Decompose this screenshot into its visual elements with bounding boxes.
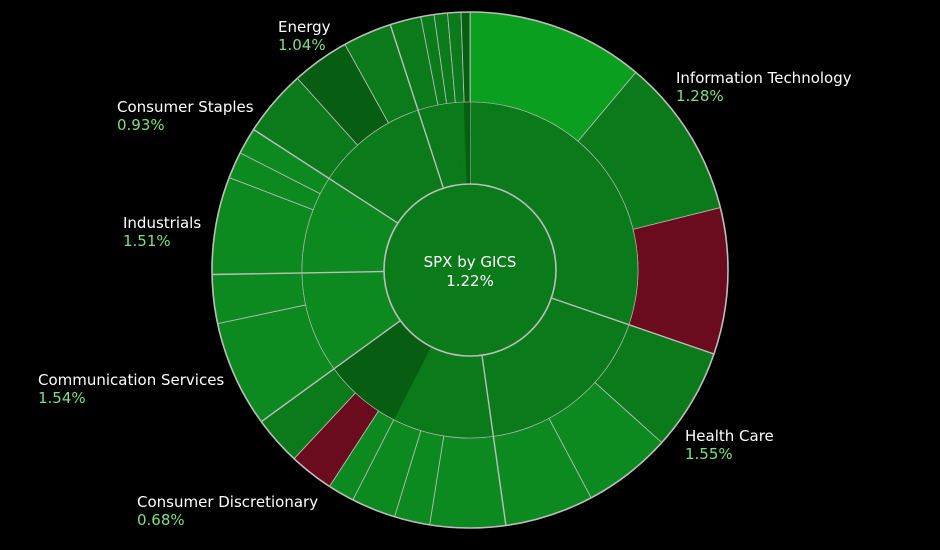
outer-ring-outline [211, 11, 729, 529]
sector-label-energy: Energy 1.04% [278, 18, 331, 54]
center-value: 1.22% [446, 272, 494, 290]
sector-name: Energy [278, 18, 331, 36]
middle-ring-outline [301, 101, 639, 439]
sector-divider-communication-services [260, 319, 401, 423]
sector-name: Consumer Discretionary [137, 493, 319, 511]
sunburst-rings [211, 11, 729, 529]
sector-change: 1.51% [123, 232, 171, 250]
sector-change: 1.28% [676, 87, 724, 105]
center-title: SPX by GICS [424, 253, 517, 271]
sector-divider-health-care [551, 297, 715, 355]
sector-name: Consumer Staples [117, 98, 254, 116]
sector-label-health-care: Health Care 1.55% [685, 427, 774, 463]
sector-name: Information Technology [676, 69, 852, 87]
sector-divider-energy [389, 24, 445, 189]
sector-change: 1.54% [38, 389, 86, 407]
sector-name: Communication Services [38, 371, 225, 389]
sector-divider-consumer-staples [253, 128, 399, 224]
sector-name: Health Care [685, 427, 774, 445]
sector-label-consumer-staples: Consumer Staples 0.93% [117, 98, 254, 134]
sector-divider-consumer-discretionary [481, 355, 507, 526]
sector-change: 1.04% [278, 36, 326, 54]
sector-name: Industrials [123, 214, 202, 232]
sector-change: 0.68% [137, 511, 185, 529]
center-disc [383, 183, 557, 357]
sector-label-information-technology: Information Technology 1.28% [676, 69, 852, 105]
sector-label-communication-services: Communication Services 1.54% [38, 371, 224, 407]
sector-divider-industrials [212, 270, 385, 276]
sector-label-industrials: Industrials 1.51% [123, 214, 201, 250]
sector-change: 0.93% [117, 116, 165, 134]
sector-label-consumer-discretionary: Consumer Discretionary 0.68% [137, 493, 318, 529]
sector-change: 1.55% [685, 445, 733, 463]
